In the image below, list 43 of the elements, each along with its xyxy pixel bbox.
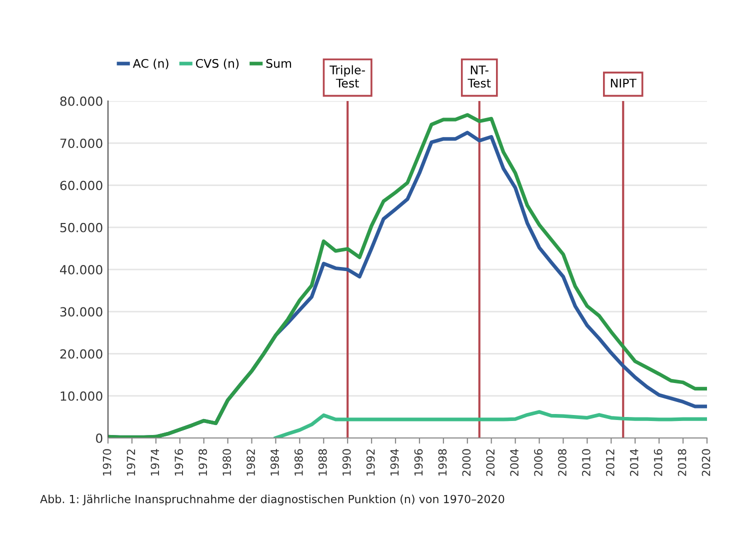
x-tick-label: 1970	[102, 449, 112, 476]
ref-line-label: NT- Test	[468, 66, 491, 88]
line-series	[274, 410, 707, 438]
x-tick-label: 1998	[438, 449, 447, 476]
y-tick-label: 70.000	[60, 138, 102, 148]
y-tick-label: 60.000	[60, 180, 102, 190]
x-tick-label: 1986	[294, 449, 303, 476]
x-tick-label: 2018	[678, 449, 686, 476]
x-tick-label: 1988	[318, 449, 327, 476]
y-tick-label: 0	[96, 433, 102, 443]
x-tick-label: 2016	[654, 449, 662, 476]
x-tick-label: 2020	[702, 449, 710, 476]
y-tick-label: 10.000	[60, 391, 102, 401]
x-tick-label: 2002	[486, 450, 495, 476]
x-tick-label: 1982	[246, 450, 255, 476]
x-tick-label: 1984	[270, 449, 279, 476]
x-tick-label: 1992	[366, 450, 375, 476]
y-tick-label: 20.000	[60, 349, 102, 359]
x-tick-label: 1994	[390, 449, 399, 476]
x-tick-label: 1978	[198, 449, 208, 476]
y-tick-label: 40.000	[60, 264, 102, 274]
x-tick-label: 1972	[126, 450, 136, 476]
legend-label: Sum	[266, 58, 292, 68]
x-tick-label: 2006	[534, 449, 543, 476]
x-tick-label: 2014	[630, 449, 638, 476]
y-tick-label: 30.000	[60, 307, 102, 317]
ref-line-label: NIPT	[610, 78, 636, 88]
x-tick-label: 2004	[510, 449, 519, 476]
x-tick-label: 2010	[582, 449, 590, 476]
x-tick-label: 1974	[150, 449, 160, 476]
x-tick-label: 1996	[414, 449, 423, 476]
x-tick-label: 1976	[174, 449, 184, 476]
legend-label: AC (n)	[132, 58, 168, 70]
x-tick-label: 1980	[222, 449, 232, 476]
x-tick-label: 2000	[462, 449, 471, 476]
y-tick-label: 80.000	[60, 96, 102, 106]
legend-label: CVS (n)	[196, 58, 239, 70]
ref-line-label: Triple- Test	[330, 65, 365, 88]
x-tick-label: 2012	[606, 450, 614, 476]
x-tick-label: 2008	[558, 449, 566, 476]
caption: Abb. 1: Jährliche Inanspruchnahme der diagnostischen Punktion (n) von 1970–2020	[40, 494, 504, 506]
y-tick-label: 50.000	[60, 222, 102, 232]
x-tick-label: 1990	[342, 449, 351, 476]
